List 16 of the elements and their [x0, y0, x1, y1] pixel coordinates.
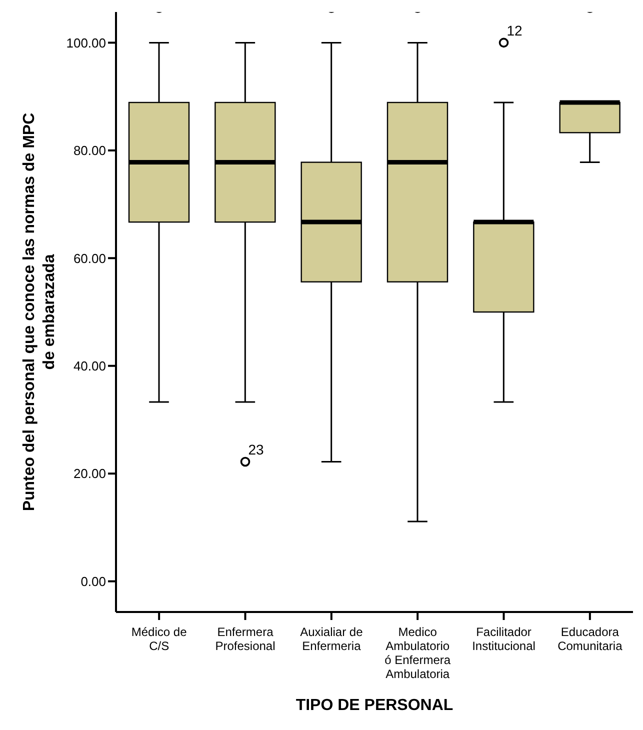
x-tick-label: Médico de C/S [131, 625, 188, 653]
annotation: 23 [248, 442, 264, 458]
y-tick-label: 0.00 [80, 574, 106, 589]
x-tick-label: Enfermera Profesional [215, 625, 276, 653]
y-tick-label: 80.00 [73, 143, 106, 158]
y-tick-label: 20.00 [73, 466, 106, 482]
y-tick-label: 40.00 [73, 358, 106, 374]
x-tick-label: Medico Ambulatorio ó Enfermera Ambulatoria [384, 625, 451, 681]
x-tick-label: Facilitador Institucional [472, 625, 536, 653]
x-tick-label: Educadora Comunitaria [558, 625, 623, 653]
y-tick-label: 100.00 [66, 35, 106, 50]
annotation: 12 [506, 22, 523, 39]
x-tick-label: Auxialiar de Enfermeria [300, 625, 364, 653]
y-axis-title: Punteo del personal que conoce las normas de MPC de embarazada [21, 112, 58, 512]
y-tick-label: 60.00 [73, 250, 106, 266]
x-axis-title: TIPO DE PERSONAL [296, 697, 454, 714]
